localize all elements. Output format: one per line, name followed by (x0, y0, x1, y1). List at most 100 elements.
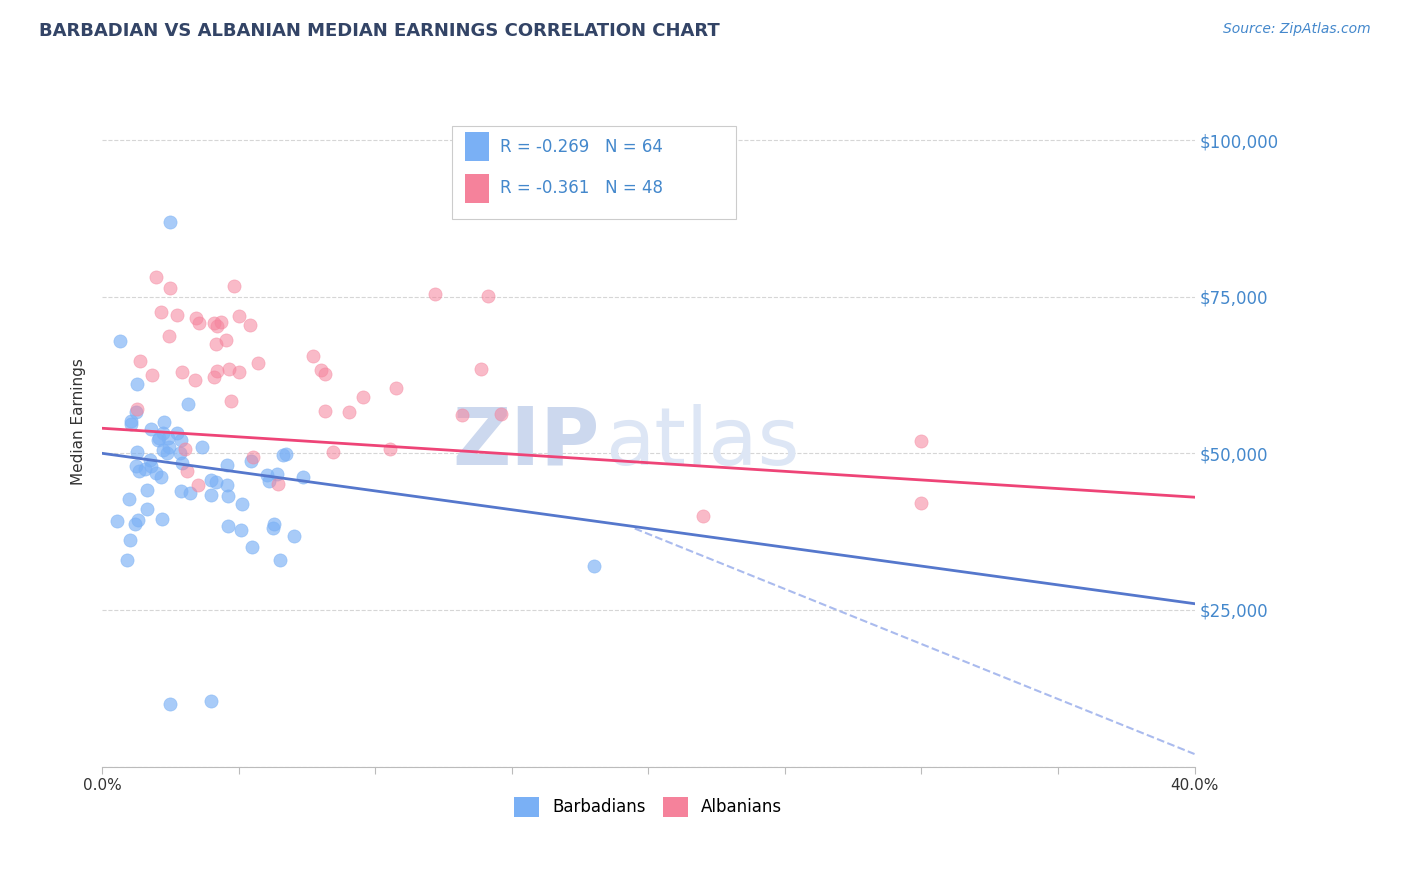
Point (263, 516, 285, 531)
Point (152, 416, 174, 430)
Point (228, 365, 250, 379)
Point (141, 459, 163, 474)
Point (152, 426, 174, 441)
Point (222, 279, 245, 293)
Point (256, 467, 278, 482)
Point (200, 488, 222, 502)
Point (149, 469, 172, 483)
Point (273, 448, 295, 462)
Point (139, 453, 162, 467)
Point (322, 445, 344, 459)
Point (128, 353, 150, 368)
Point (166, 425, 188, 440)
Point (128, 464, 150, 478)
Point (242, 541, 264, 555)
Point (910, 434, 932, 448)
Point (124, 516, 146, 531)
Point (179, 485, 201, 500)
Point (157, 441, 180, 455)
Point (242, 450, 264, 465)
Point (489, 407, 512, 421)
Point (262, 521, 284, 535)
Point (157, 328, 180, 343)
Point (314, 368, 336, 382)
Point (108, 334, 131, 348)
Point (451, 409, 474, 423)
Point (217, 478, 239, 492)
Point (174, 442, 197, 457)
Legend: Barbadians, Albanians: Barbadians, Albanians (508, 790, 789, 823)
Point (176, 464, 198, 478)
Point (217, 458, 239, 472)
Point (186, 311, 208, 326)
Point (118, 492, 141, 507)
Point (146, 433, 169, 447)
Point (247, 356, 270, 370)
Point (152, 442, 174, 457)
Point (145, 270, 167, 285)
Point (177, 397, 200, 411)
Point (274, 447, 297, 461)
Text: BARBADIAN VS ALBANIAN MEDIAN EARNINGS CORRELATION CHART: BARBADIAN VS ALBANIAN MEDIAN EARNINGS CO… (39, 22, 720, 40)
Point (228, 309, 250, 323)
Point (105, 514, 128, 528)
Point (184, 373, 207, 387)
Point (148, 431, 170, 445)
Point (200, 694, 222, 708)
Point (169, 433, 191, 447)
Point (302, 350, 325, 364)
Point (150, 305, 173, 319)
Point (169, 446, 191, 460)
Point (231, 497, 253, 511)
Point (170, 484, 193, 499)
Point (159, 697, 181, 711)
Point (190, 440, 212, 454)
Point (120, 413, 142, 427)
Point (231, 523, 253, 537)
Point (156, 431, 179, 445)
Point (205, 318, 228, 333)
Point (141, 422, 163, 436)
Point (217, 489, 239, 503)
Point (205, 336, 228, 351)
Point (159, 214, 181, 228)
Point (259, 475, 281, 489)
Point (125, 405, 148, 419)
Point (115, 553, 138, 567)
Point (219, 393, 242, 408)
Text: ZIP: ZIP (451, 404, 599, 482)
Point (218, 361, 240, 376)
Point (269, 553, 291, 567)
Point (910, 496, 932, 510)
Point (292, 469, 315, 483)
Bar (465, 174, 489, 202)
Point (188, 316, 211, 330)
Point (202, 370, 225, 384)
Point (337, 405, 360, 419)
Point (205, 364, 228, 378)
Point (150, 512, 173, 526)
Point (155, 446, 177, 460)
Point (125, 458, 148, 473)
Point (187, 477, 209, 491)
Point (311, 363, 333, 377)
Text: R = -0.269   N = 64: R = -0.269 N = 64 (499, 137, 662, 155)
Point (134, 462, 156, 476)
Point (127, 444, 149, 458)
Point (380, 442, 402, 456)
Point (314, 404, 336, 418)
FancyBboxPatch shape (451, 126, 735, 219)
Point (136, 483, 159, 497)
Point (239, 318, 262, 332)
Point (209, 315, 232, 329)
Point (205, 475, 228, 489)
Point (136, 501, 159, 516)
Point (240, 454, 263, 468)
Point (125, 402, 148, 417)
Point (385, 381, 408, 395)
Point (120, 417, 142, 431)
Point (172, 365, 194, 379)
Point (283, 529, 305, 543)
Point (266, 467, 288, 482)
Point (166, 309, 188, 323)
